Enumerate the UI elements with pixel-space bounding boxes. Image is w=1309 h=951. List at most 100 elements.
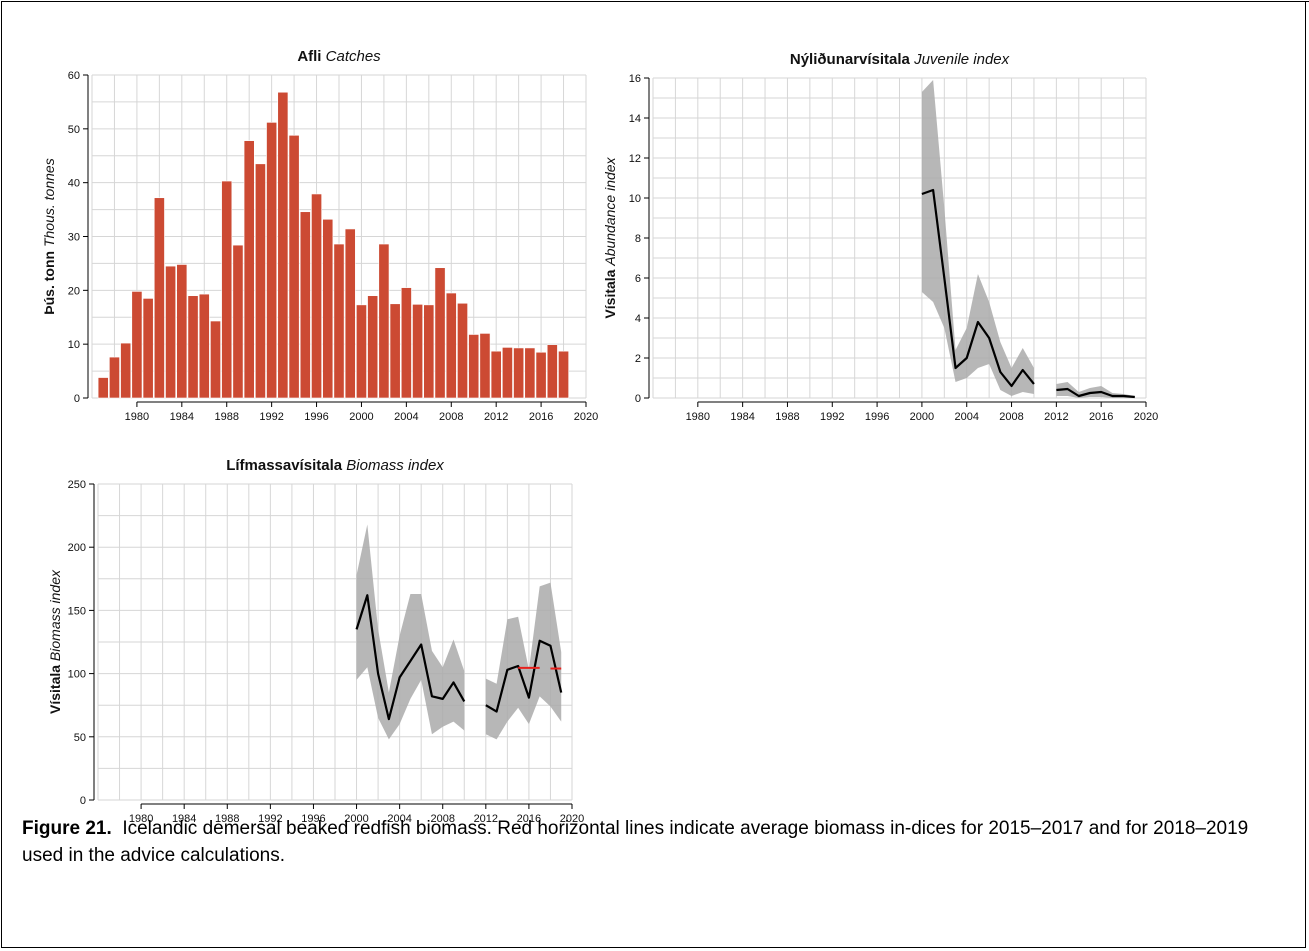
- y-tick-label: 16: [629, 73, 641, 85]
- bar-2005: [412, 304, 424, 399]
- bar-2001: [367, 295, 379, 399]
- bar-1980: [131, 291, 143, 399]
- y-tick-label: 150: [68, 605, 86, 617]
- x-tick-label: 1992: [259, 411, 283, 423]
- bar-1990: [243, 140, 255, 399]
- x-tick-label: 1996: [865, 411, 889, 423]
- x-tick-label: 1984: [172, 813, 196, 825]
- bar-1982: [153, 197, 165, 399]
- bar-1998: [333, 243, 345, 399]
- bar-2004: [400, 287, 412, 399]
- x-tick-label: 1992: [258, 813, 282, 825]
- bar-1992: [266, 122, 278, 399]
- caption-label: Figure 21.: [22, 818, 112, 839]
- bar-1995: [299, 211, 311, 399]
- y-axis-label-bold: Vísitala: [47, 665, 63, 714]
- y-tick-label: 40: [68, 178, 80, 190]
- bar-1988: [221, 180, 233, 399]
- x-tick-label: 1988: [215, 813, 239, 825]
- bar-1991: [254, 163, 266, 399]
- y-tick-label: 50: [68, 124, 80, 136]
- x-tick-label: 2016: [529, 411, 553, 423]
- x-tick-label: 1980: [686, 411, 710, 423]
- y-tick-label: 250: [68, 479, 86, 491]
- x-tick-label: 1992: [820, 411, 844, 423]
- y-tick-label: 60: [68, 70, 80, 82]
- x-tick-label: 2004: [954, 411, 978, 423]
- bar-2008: [445, 292, 457, 399]
- bar-1997: [322, 218, 334, 399]
- juvenile-index-chart: 0 2 4 6 8 10 12 14 16 1980 1984 1988 1992 1996 2000 200…: [602, 51, 1158, 423]
- y-tick-label: 8: [635, 233, 641, 245]
- bar-1994: [288, 134, 300, 399]
- x-tick-label: 2004: [394, 411, 418, 423]
- bar-2010: [468, 334, 480, 399]
- x-tick-label: 1980: [129, 813, 153, 825]
- y-tick-label: 200: [68, 542, 86, 554]
- y-axis-label-italic: Biomass index: [47, 569, 63, 661]
- chart-title: Lífmassavísitala Biomass index: [226, 457, 444, 474]
- x-tick-label: 2016: [517, 813, 541, 825]
- x-tick-label: 1984: [170, 411, 194, 423]
- grid: [652, 77, 1147, 399]
- bar-2015: [524, 347, 536, 399]
- chart-title-italic: Juvenile index: [913, 51, 1010, 68]
- x-tick-label: 2000: [349, 411, 373, 423]
- x-tick-label: 1996: [304, 411, 328, 423]
- index-line-1: [921, 188, 1035, 388]
- y-axis-label: Þús. tonn Thous. tonnes: [41, 158, 57, 314]
- chart-title-italic: Catches: [326, 48, 382, 65]
- y-tick-label: 0: [635, 393, 641, 405]
- chart-title: Nýliðunarvísitala Juvenile index: [790, 51, 1010, 68]
- bar-1983: [165, 265, 177, 399]
- index-line-1: [355, 594, 466, 721]
- index-line-2: [485, 639, 563, 713]
- y-axis-label-italic: Abundance index: [602, 156, 618, 266]
- x-tick-label: 2000: [344, 813, 368, 825]
- bar-2012: [490, 350, 502, 399]
- y-tick-label: 30: [68, 232, 80, 244]
- bar-2011: [479, 333, 491, 399]
- y-tick-label: 4: [635, 313, 641, 325]
- bar-1979: [120, 342, 132, 399]
- bar-1987: [210, 320, 221, 399]
- bar-2009: [457, 302, 468, 399]
- biomass-index-chart: 0 50 100 150 200 250 1980 1984 1988 1992 1996 2000 2…: [47, 457, 584, 825]
- x-tick-label: 1988: [214, 411, 238, 423]
- y-tick-label: 14: [629, 113, 641, 125]
- x-tick-label: 1984: [730, 411, 754, 423]
- x-tick-label: 2012: [474, 813, 498, 825]
- x-tick-label: 2004: [387, 813, 411, 825]
- x-tick-label: 2012: [1044, 411, 1068, 423]
- x-tick-label: 2008: [430, 813, 454, 825]
- y-axis-label-bold: Vísitala: [602, 269, 618, 318]
- x-tick-label: 2020: [560, 813, 584, 825]
- bar-2006: [423, 304, 435, 399]
- chart-title-italic: Biomass index: [346, 457, 444, 474]
- confidence-band-1: [356, 524, 465, 740]
- x-tick-label: 2020: [1134, 411, 1158, 423]
- bar-2016: [535, 351, 547, 399]
- y-tick-label: 12: [629, 153, 641, 165]
- bar-2017: [546, 344, 558, 399]
- y-tick-label: 2: [635, 353, 641, 365]
- bar-1999: [344, 228, 356, 399]
- confidence-band-2: [485, 582, 562, 740]
- y-tick-label: 0: [74, 393, 80, 405]
- bar-1989: [232, 244, 244, 399]
- bar-2014: [513, 347, 525, 399]
- grid: [97, 483, 573, 801]
- x-tick-label: 2000: [910, 411, 934, 423]
- y-tick-label: 100: [68, 669, 86, 681]
- page-edge-line: [1255, 1, 1309, 2]
- bar-1978: [109, 356, 120, 399]
- bar-2018: [558, 350, 569, 399]
- bar-1986: [198, 293, 210, 399]
- x-tick-label: 2012: [484, 411, 508, 423]
- x-tick-label: 2008: [999, 411, 1023, 423]
- chart-title-bold: Afli: [297, 48, 321, 65]
- bar-1984: [176, 264, 188, 399]
- figure-caption: Figure 21. Icelandic demersal beaked red…: [22, 815, 1282, 869]
- y-axis-label-italic: Thous. tonnes: [41, 158, 57, 247]
- bar-1993: [277, 91, 289, 399]
